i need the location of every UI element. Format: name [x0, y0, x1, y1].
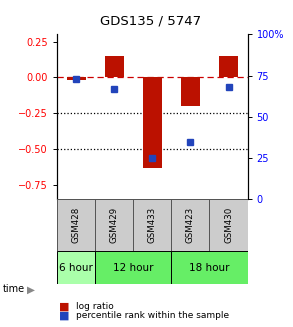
- Text: 6 hour: 6 hour: [59, 263, 93, 273]
- Text: GDS135 / 5747: GDS135 / 5747: [100, 15, 202, 28]
- Bar: [57, 251, 95, 284]
- Bar: [105, 56, 124, 77]
- Text: percentile rank within the sample: percentile rank within the sample: [76, 311, 229, 320]
- Text: GSM428: GSM428: [72, 207, 81, 243]
- Text: ■: ■: [59, 302, 69, 312]
- Bar: [209, 199, 248, 251]
- Bar: [171, 199, 209, 251]
- Text: log ratio: log ratio: [76, 302, 114, 311]
- Bar: [181, 77, 200, 106]
- Text: ■: ■: [59, 310, 69, 320]
- Text: time: time: [3, 284, 25, 294]
- Text: GSM430: GSM430: [224, 207, 233, 243]
- Bar: [57, 199, 95, 251]
- Bar: [133, 199, 171, 251]
- Text: GSM429: GSM429: [110, 207, 119, 243]
- Bar: [171, 251, 248, 284]
- Bar: [143, 77, 162, 168]
- Text: ▶: ▶: [27, 284, 35, 294]
- Bar: [219, 56, 238, 77]
- Text: GSM433: GSM433: [148, 207, 157, 243]
- Text: 12 hour: 12 hour: [113, 263, 154, 273]
- Text: 18 hour: 18 hour: [189, 263, 230, 273]
- Bar: [95, 199, 133, 251]
- Text: GSM423: GSM423: [186, 207, 195, 243]
- Bar: [67, 77, 86, 80]
- Bar: [95, 251, 171, 284]
